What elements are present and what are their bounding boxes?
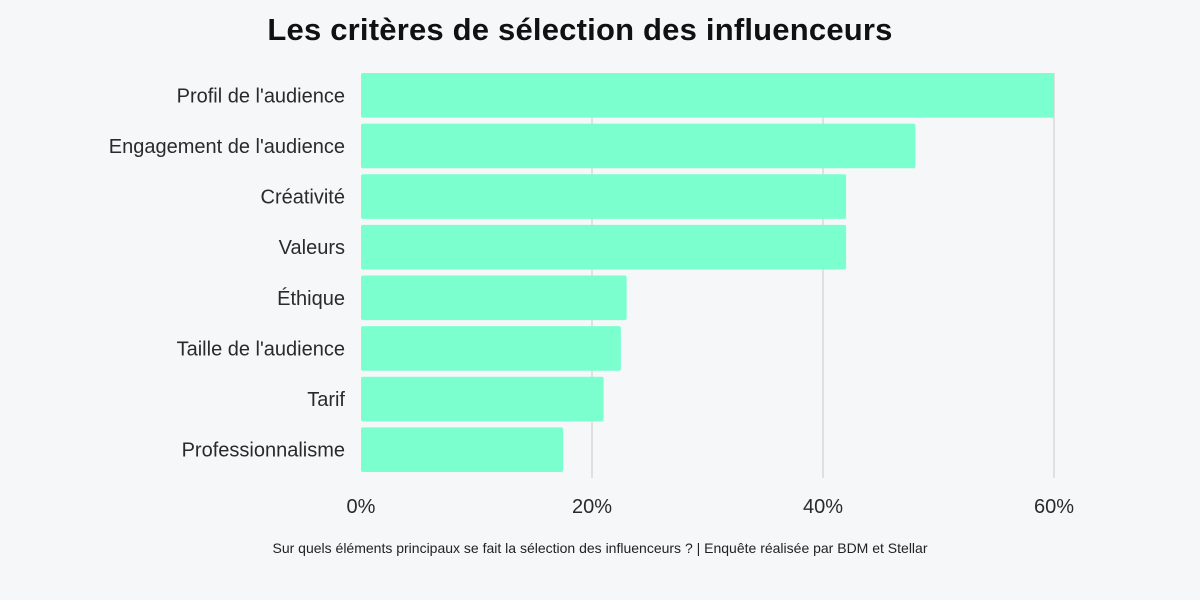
x-tick-label: 20% bbox=[572, 496, 612, 518]
bar bbox=[361, 73, 1054, 118]
category-label: Professionnalisme bbox=[182, 440, 345, 462]
category-labels: Profil de l'audience Engagement de l'audi… bbox=[109, 85, 346, 461]
bar bbox=[361, 224, 847, 270]
category-label: Valeurs bbox=[279, 237, 345, 259]
category-label: Éthique bbox=[277, 287, 345, 310]
bar bbox=[361, 427, 564, 472]
x-tick-label: 0% bbox=[347, 496, 376, 518]
x-axis-tick-labels: 0% 20% 40% 60% bbox=[347, 496, 1075, 518]
category-label: Engagement de l'audience bbox=[109, 136, 345, 158]
bar bbox=[361, 174, 847, 219]
category-label: Profil de l'audience bbox=[177, 85, 345, 107]
bar bbox=[361, 326, 621, 371]
bar bbox=[361, 123, 916, 169]
category-label: Tarif bbox=[307, 389, 345, 411]
bar bbox=[361, 275, 627, 321]
x-tick-label: 40% bbox=[803, 496, 843, 518]
category-label: Créativité bbox=[261, 187, 345, 209]
x-tick-label: 60% bbox=[1034, 496, 1074, 518]
bar bbox=[361, 376, 604, 422]
chart-title: Les critères de sélection des influenceu… bbox=[267, 12, 893, 47]
chart-caption: Sur quels éléments principaux se fait la… bbox=[272, 540, 928, 556]
category-label: Taille de l'audience bbox=[177, 338, 345, 360]
bars bbox=[361, 73, 1054, 472]
